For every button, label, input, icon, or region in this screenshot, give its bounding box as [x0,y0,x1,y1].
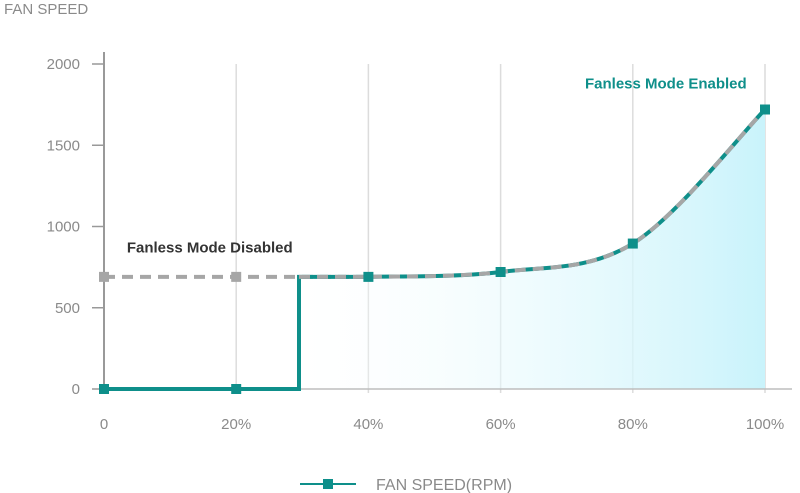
x-tick-label: 60% [486,416,516,433]
marker-fan-speed-0 [99,384,109,394]
annotation-0: Fanless Mode Enabled [585,75,747,92]
y-tick-label: 1500 [47,137,80,154]
x-tick-label: 20% [221,416,251,433]
marker-dashed-20 [231,271,242,282]
marker-dashed-0 [99,271,109,282]
annotations: Fanless Mode Enabled Fanless Mode Disable… [127,75,747,256]
marker-fan-speed-60 [495,267,506,277]
marker-fan-speed-40 [363,271,374,282]
y-tick-label: 2000 [47,56,80,73]
series-markers [99,104,770,394]
dashed-line-overlay [298,108,767,279]
x-tick-label: 80% [618,416,648,433]
legend: FAN SPEED(RPM) [300,477,512,493]
chart-title: FAN SPEED [4,1,88,18]
y-tick-label: 0 [72,381,80,398]
area-under-curve [298,109,765,389]
legend-marker [323,479,333,489]
x-tick-label: 40% [353,416,383,433]
x-axis-ticks: 0 20% 40% 60% 80% 100% [100,416,784,433]
marker-fan-speed-80 [627,238,638,249]
x-tick-label: 0 [100,416,108,433]
x-tick-label: 100% [746,416,784,433]
y-tick-label: 1000 [47,219,80,236]
y-axis-ticks: 0 500 1000 1500 2000 [47,56,104,398]
marker-fan-speed-20 [231,384,242,394]
legend-label: FAN SPEED(RPM) [376,477,512,493]
fill-area [298,109,765,389]
marker-fan-speed-100 [760,104,770,115]
y-tick-label: 500 [55,300,80,317]
annotation-1: Fanless Mode Disabled [127,240,293,257]
